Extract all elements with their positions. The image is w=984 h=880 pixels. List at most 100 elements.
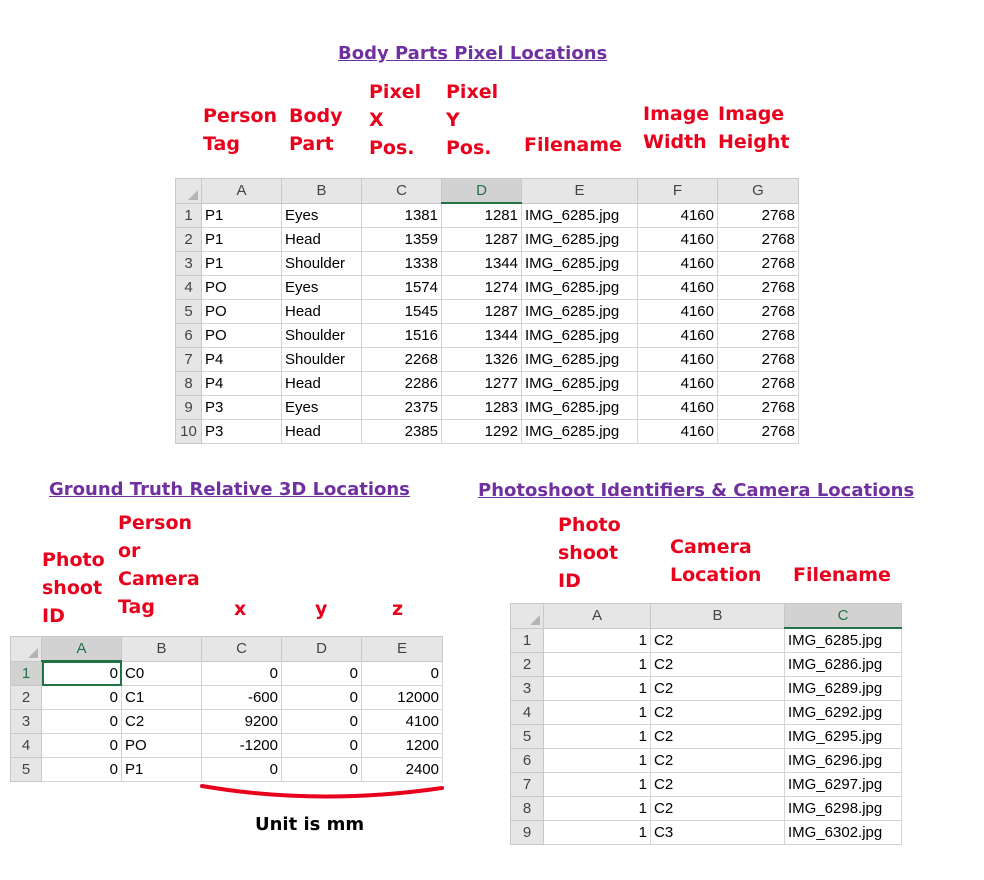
cell[interactable]: 2768 <box>717 371 799 396</box>
cell[interactable]: C2 <box>650 796 785 821</box>
cell[interactable]: C3 <box>650 820 785 845</box>
column-header[interactable]: E <box>361 636 443 662</box>
column-header[interactable]: F <box>637 178 718 204</box>
cell[interactable]: PO <box>201 323 282 348</box>
column-header[interactable]: A <box>543 603 651 629</box>
cell[interactable]: 1344 <box>441 251 522 276</box>
row-header[interactable]: 7 <box>510 772 544 797</box>
cell[interactable]: 4160 <box>637 227 718 252</box>
cell[interactable]: Eyes <box>281 202 362 228</box>
cell[interactable]: P1 <box>201 227 282 252</box>
cell[interactable]: 2768 <box>717 251 799 276</box>
cell[interactable]: C2 <box>650 652 785 677</box>
cell[interactable]: IMG_6285.jpg <box>784 627 902 653</box>
cell[interactable]: 0 <box>41 660 122 686</box>
cell[interactable]: IMG_6298.jpg <box>784 796 902 821</box>
cell[interactable]: Eyes <box>281 275 362 300</box>
cell[interactable]: 1326 <box>441 347 522 372</box>
row-header[interactable]: 8 <box>510 796 544 821</box>
cell[interactable]: 1 <box>543 796 651 821</box>
row-header[interactable]: 2 <box>175 227 202 252</box>
row-header[interactable]: 1 <box>10 660 42 686</box>
cell[interactable]: 1359 <box>361 227 442 252</box>
cell[interactable]: 2286 <box>361 371 442 396</box>
column-header[interactable]: D <box>281 636 362 662</box>
cell[interactable]: C2 <box>650 748 785 773</box>
cell[interactable]: 2375 <box>361 395 442 420</box>
cell[interactable]: 2768 <box>717 395 799 420</box>
cell[interactable]: 1516 <box>361 323 442 348</box>
cell[interactable]: 1 <box>543 820 651 845</box>
cell[interactable]: 1545 <box>361 299 442 324</box>
row-header[interactable]: 4 <box>10 733 42 758</box>
cell[interactable]: Head <box>281 419 362 444</box>
cell[interactable]: 4100 <box>361 709 443 734</box>
row-header[interactable]: 4 <box>510 700 544 725</box>
column-header[interactable]: B <box>121 636 202 662</box>
row-header[interactable]: 8 <box>175 371 202 396</box>
cell[interactable]: 2768 <box>717 275 799 300</box>
cell[interactable]: -1200 <box>201 733 282 758</box>
row-header[interactable]: 5 <box>10 757 42 782</box>
cell[interactable]: 2768 <box>717 299 799 324</box>
cell[interactable]: IMG_6285.jpg <box>521 371 638 396</box>
column-header[interactable]: A <box>41 636 122 662</box>
cell[interactable]: IMG_6302.jpg <box>784 820 902 845</box>
cell[interactable]: P4 <box>201 371 282 396</box>
cell[interactable]: 1338 <box>361 251 442 276</box>
cell[interactable]: 4160 <box>637 347 718 372</box>
select-all-corner[interactable] <box>10 636 42 662</box>
cell[interactable]: 1277 <box>441 371 522 396</box>
cell[interactable]: C0 <box>121 660 202 686</box>
cell[interactable]: 1 <box>543 724 651 749</box>
cell[interactable]: 0 <box>281 733 362 758</box>
cell[interactable]: C2 <box>121 709 202 734</box>
row-header[interactable]: 5 <box>510 724 544 749</box>
cell[interactable]: 0 <box>361 660 443 686</box>
row-header[interactable]: 1 <box>175 202 202 228</box>
cell[interactable]: 1200 <box>361 733 443 758</box>
cell[interactable]: 4160 <box>637 419 718 444</box>
cell[interactable]: 1 <box>543 652 651 677</box>
row-header[interactable]: 5 <box>175 299 202 324</box>
cell[interactable]: Head <box>281 371 362 396</box>
row-header[interactable]: 9 <box>175 395 202 420</box>
cell[interactable]: P1 <box>121 757 202 782</box>
cell[interactable]: 2400 <box>361 757 443 782</box>
cell[interactable]: Head <box>281 227 362 252</box>
column-header[interactable]: D <box>441 178 522 204</box>
cell[interactable]: 2385 <box>361 419 442 444</box>
cell[interactable]: 1 <box>543 676 651 701</box>
cell[interactable]: -600 <box>201 685 282 710</box>
column-header[interactable]: A <box>201 178 282 204</box>
cell[interactable]: IMG_6297.jpg <box>784 772 902 797</box>
row-header[interactable]: 7 <box>175 347 202 372</box>
cell[interactable]: IMG_6285.jpg <box>521 419 638 444</box>
cell[interactable]: Head <box>281 299 362 324</box>
cell[interactable]: IMG_6286.jpg <box>784 652 902 677</box>
cell[interactable]: IMG_6285.jpg <box>521 323 638 348</box>
cell[interactable]: P1 <box>201 202 282 228</box>
cell[interactable]: P1 <box>201 251 282 276</box>
cell[interactable]: IMG_6285.jpg <box>521 395 638 420</box>
cell[interactable]: 1287 <box>441 299 522 324</box>
cell[interactable]: IMG_6292.jpg <box>784 700 902 725</box>
cell[interactable]: 2768 <box>717 227 799 252</box>
cell[interactable]: C2 <box>650 627 785 653</box>
cell[interactable]: C2 <box>650 676 785 701</box>
cell[interactable]: IMG_6285.jpg <box>521 275 638 300</box>
cell[interactable]: 4160 <box>637 275 718 300</box>
cell[interactable]: 1344 <box>441 323 522 348</box>
cell[interactable]: 1287 <box>441 227 522 252</box>
column-header[interactable]: E <box>521 178 638 204</box>
cell[interactable]: IMG_6289.jpg <box>784 676 902 701</box>
cell[interactable]: 2768 <box>717 202 799 228</box>
row-header[interactable]: 3 <box>10 709 42 734</box>
row-header[interactable]: 4 <box>175 275 202 300</box>
row-header[interactable]: 6 <box>510 748 544 773</box>
cell[interactable]: PO <box>201 299 282 324</box>
row-header[interactable]: 1 <box>510 627 544 653</box>
column-header[interactable]: B <box>650 603 785 629</box>
cell[interactable]: 0 <box>201 660 282 686</box>
cell[interactable]: 4160 <box>637 299 718 324</box>
